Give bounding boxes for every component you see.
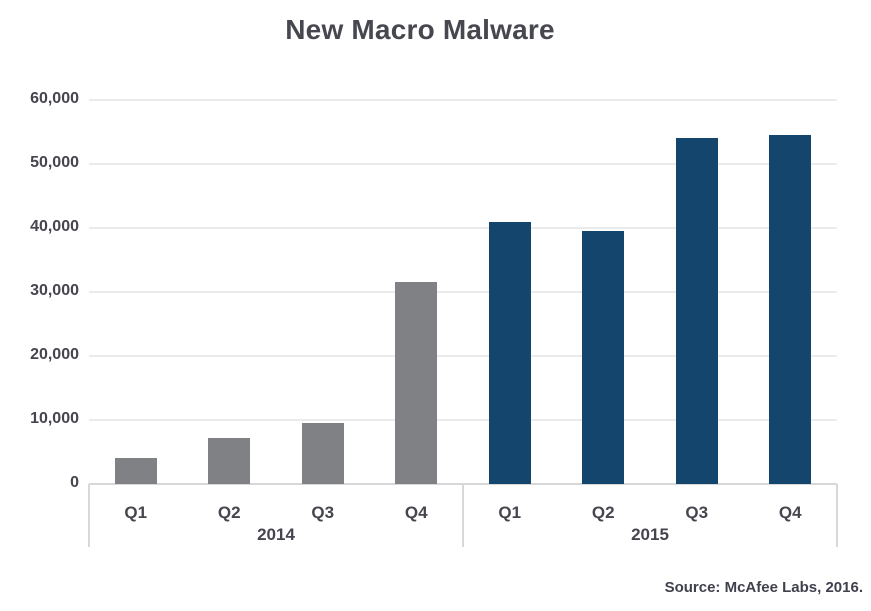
y-tick-label: 30,000 bbox=[30, 282, 79, 299]
chart-title: New Macro Malware bbox=[285, 14, 555, 45]
x-tick-label-2014-q2: Q2 bbox=[217, 503, 241, 522]
source-note: Source: McAfee Labs, 2016. bbox=[664, 579, 863, 596]
gridline bbox=[89, 99, 837, 101]
bar-2014-q2 bbox=[208, 437, 251, 484]
y-tick-label: 60,000 bbox=[30, 90, 79, 107]
axis-group-divider bbox=[462, 484, 464, 547]
x-tick-label-2015-q3: Q3 bbox=[685, 503, 709, 522]
x-tick-label-2015-q4: Q4 bbox=[778, 503, 802, 522]
gridline bbox=[89, 419, 837, 421]
x-tick-label-2015-q1: Q1 bbox=[498, 503, 522, 522]
x-tick-label-2014-q3: Q3 bbox=[311, 503, 335, 522]
y-tick-label: 20,000 bbox=[30, 346, 79, 363]
gridline bbox=[89, 227, 837, 229]
gridline bbox=[89, 355, 837, 357]
y-tick-label: 50,000 bbox=[30, 154, 79, 171]
y-tick-label: 0 bbox=[70, 474, 79, 491]
y-tick-label: 40,000 bbox=[30, 218, 79, 235]
x-tick-label-2014-q1: Q1 bbox=[124, 503, 148, 522]
bar-2014-q3 bbox=[301, 423, 344, 484]
bar-2015-q2 bbox=[582, 231, 625, 484]
year-label-2015: 2015 bbox=[631, 525, 669, 544]
bar-2014-q1 bbox=[114, 458, 157, 484]
gridline bbox=[89, 163, 837, 165]
bar-2015-q3 bbox=[675, 138, 718, 484]
axis-group-divider bbox=[88, 484, 90, 547]
y-tick-label: 10,000 bbox=[30, 410, 79, 427]
bar-2014-q4 bbox=[395, 282, 438, 484]
bar-2015-q1 bbox=[488, 221, 531, 484]
axis-group-divider bbox=[836, 484, 838, 547]
bar-2015-q4 bbox=[769, 135, 812, 484]
gridline bbox=[89, 291, 837, 293]
x-tick-label-2014-q4: Q4 bbox=[404, 503, 428, 522]
year-label-2014: 2014 bbox=[257, 525, 295, 544]
x-tick-label-2015-q2: Q2 bbox=[591, 503, 615, 522]
